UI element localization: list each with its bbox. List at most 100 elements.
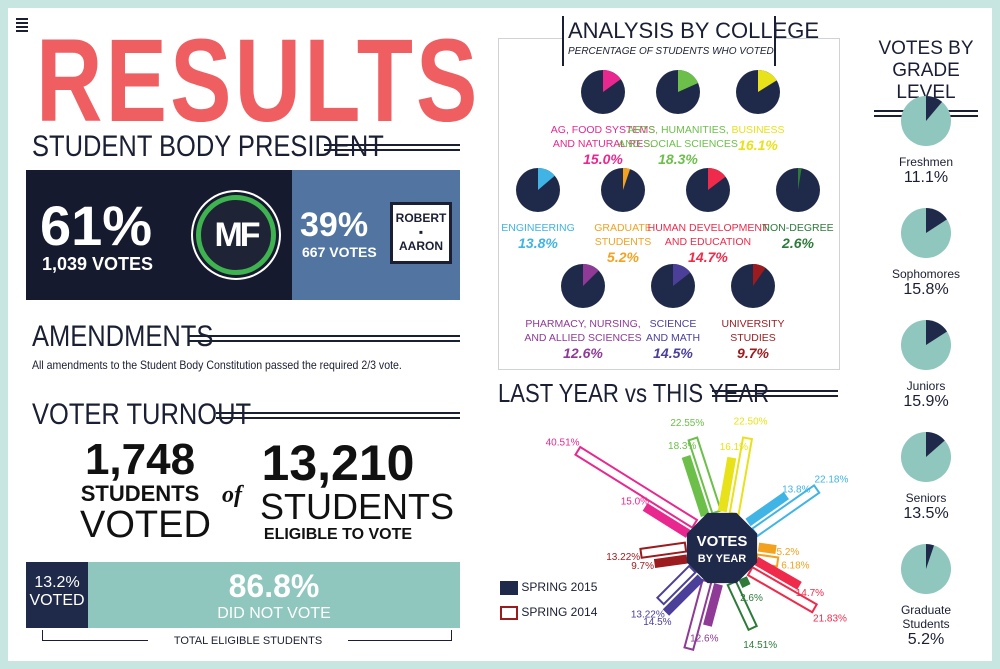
bar-2015-rect	[753, 556, 802, 590]
college-label-line: UNIVERSITY	[721, 318, 785, 330]
college-pie	[656, 70, 700, 114]
grade-pie-item: Freshmen 11.1%	[870, 96, 982, 187]
college-pie	[601, 168, 645, 212]
label-2015: 12.6%	[690, 633, 718, 644]
label-2014: 21.83%	[813, 613, 847, 624]
pie-slice	[926, 432, 945, 457]
grade-label: Juniors	[870, 379, 982, 393]
bar-2014	[726, 579, 759, 632]
college-label: ENGINEERING	[473, 221, 603, 235]
pie-slice	[753, 264, 766, 286]
college-percent: 2.6%	[782, 235, 814, 251]
label-2014: 22.50%	[734, 417, 768, 428]
legend-item-2014: SPRING 2014	[500, 605, 597, 620]
label-2014: 6.18%	[781, 560, 809, 571]
bar-2014-rect	[574, 445, 699, 529]
college-label-line: STUDIES	[730, 332, 776, 344]
bar-2015	[662, 574, 704, 616]
grade-pie-item: Juniors 15.9%	[870, 320, 982, 411]
bar-2015	[653, 554, 688, 569]
grade-pie	[901, 432, 951, 482]
college-label: BUSINESS	[693, 123, 823, 137]
bar-2015-rect	[738, 576, 751, 588]
runner-up-percent: 39%	[300, 206, 369, 244]
bar-2014	[687, 436, 723, 515]
voted-line1: STUDENTS	[80, 481, 200, 506]
bar-2015	[717, 456, 737, 513]
pie-slice	[926, 96, 943, 121]
label-2015: 18.3%	[668, 441, 696, 452]
bar-2014-rect	[639, 541, 688, 559]
college-subheading: PERCENTAGE OF STUDENTS WHO VOTED	[568, 46, 774, 57]
pie-slice	[678, 70, 699, 92]
bar-2015	[703, 583, 723, 627]
college-label-line: GRADUATE	[594, 222, 652, 234]
college-pie	[561, 264, 605, 308]
college-pie-item: HUMAN DEVELOPMENT AND EDUCATION 14.7%	[643, 168, 773, 265]
college-label: HUMAN DEVELOPMENT AND EDUCATION	[643, 221, 773, 249]
bar-2014-rect	[655, 564, 697, 606]
center-octagon	[686, 512, 758, 584]
college-percent: 9.7%	[737, 345, 769, 361]
grade-percent: 15.9%	[903, 393, 949, 410]
center-label-line1: VOTES	[697, 533, 748, 550]
label-2014: 22.18%	[814, 475, 848, 486]
bar-2015	[642, 503, 691, 538]
bar-2015	[753, 556, 802, 590]
heading-rule	[324, 144, 460, 151]
college-pie	[651, 264, 695, 308]
legend-label-2014: SPRING 2014	[521, 604, 598, 619]
pie-slice	[926, 544, 935, 569]
pie-slice	[583, 264, 599, 286]
college-label-line: SCIENCE	[649, 318, 697, 330]
college-label-line: AND SOCIAL SCIENCES	[618, 138, 738, 150]
turnout-not-voted-bar: 86.8% DID NOT VOTE	[88, 562, 460, 628]
label-2015: 2.6%	[740, 593, 763, 604]
president-heading: STUDENT BODY PRESIDENT	[32, 130, 384, 163]
grade-label-line: Students	[902, 617, 950, 631]
college-label-line: AND ALLIED SCIENCES	[524, 332, 642, 344]
not-voted-label: DID NOT VOTE	[217, 605, 331, 622]
grade-label-line: Graduate	[900, 603, 952, 617]
bar-2015-rect	[717, 456, 737, 513]
college-percent: 5.2%	[607, 249, 639, 265]
pie-slice	[798, 167, 802, 190]
bar-2014-rect	[726, 579, 759, 632]
legend-item-2015: SPRING 2015	[500, 580, 597, 595]
bar-2015	[745, 491, 789, 527]
college-percent: 18.3%	[658, 151, 698, 167]
label-2015: 16.1%	[720, 442, 748, 453]
college-pie	[776, 167, 820, 212]
bar-2015-rect	[662, 574, 704, 616]
grade-percent: 13.5%	[903, 505, 949, 522]
amendments-text: All amendments to the Student Body Const…	[32, 358, 402, 372]
college-label: UNIVERSITY STUDIES	[688, 317, 818, 345]
heading-rule	[188, 335, 460, 342]
comparison-heading: LAST YEAR vs THIS YEAR	[498, 378, 770, 408]
not-voted-percent: 86.8%	[228, 568, 320, 604]
bar-2014	[655, 564, 697, 606]
grade-pie	[901, 96, 951, 146]
pie-slice	[926, 320, 948, 345]
grade-pie	[901, 544, 951, 594]
eligible-line1: STUDENTS	[260, 486, 455, 527]
label-2015: 13.8%	[782, 485, 810, 496]
menu-icon[interactable]	[16, 18, 28, 34]
winner-logo: MF	[196, 195, 276, 275]
college-label-line: AG, FOOD SYSTEMS	[550, 124, 656, 136]
grade-percent: 15.8%	[903, 281, 949, 298]
grade-percent: 11.1%	[903, 169, 949, 186]
bar-2015-rect	[681, 455, 710, 517]
bar-2014	[574, 445, 699, 529]
voted-bar-percent: 13.2%	[34, 574, 80, 591]
winner-panel: 61% 1,039 VOTES MF	[26, 170, 292, 300]
label-2014: 22.55%	[670, 418, 704, 429]
pie-slice	[758, 70, 777, 92]
bar-2014	[639, 541, 688, 559]
college-pie-item: UNIVERSITY STUDIES 9.7%	[688, 264, 818, 361]
amendments-heading: AMENDMENTS	[32, 320, 214, 353]
college-pie-item: ARTS, HUMANITIES, AND SOCIAL SCIENCES 18.3…	[613, 70, 743, 167]
pie-slice	[603, 70, 621, 92]
legend-swatch-2015	[500, 580, 518, 595]
legend-swatch-2014	[500, 605, 518, 620]
